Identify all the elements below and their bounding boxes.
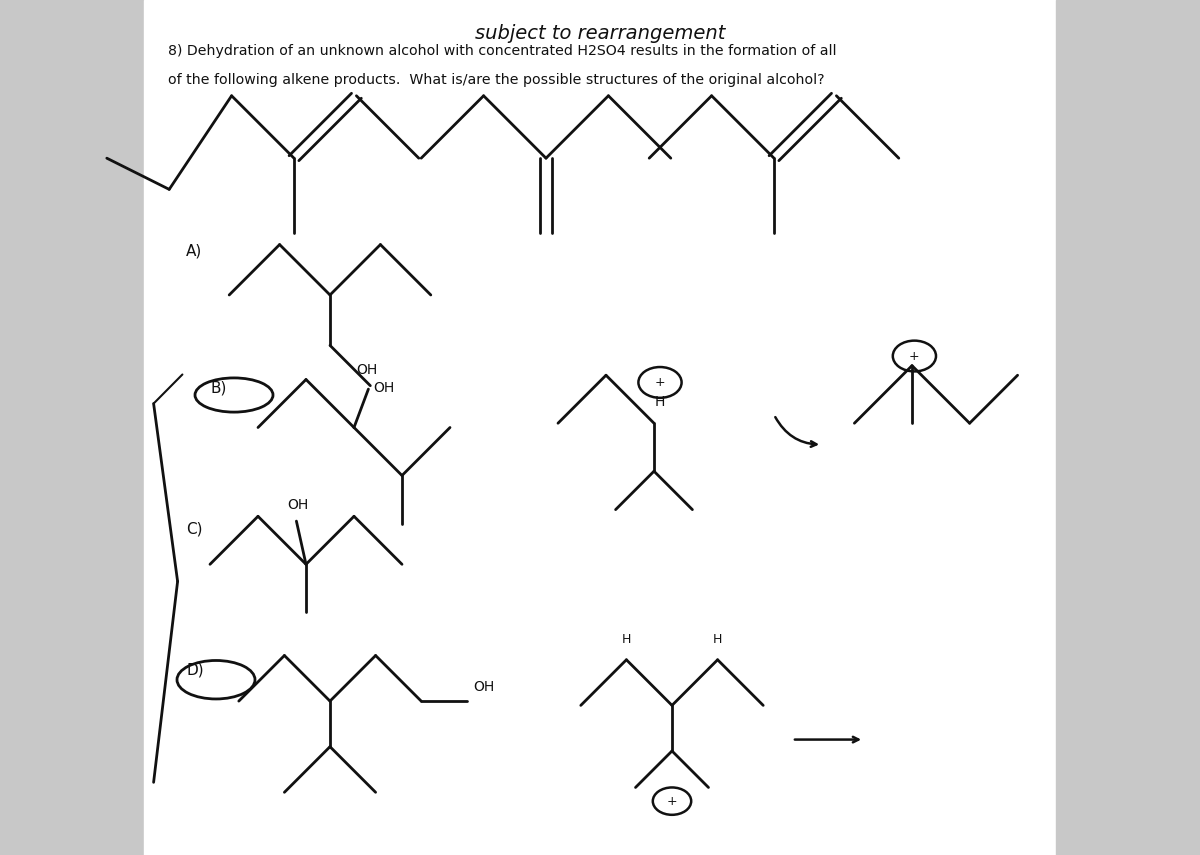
Text: +: +	[655, 376, 665, 389]
Text: OH: OH	[356, 363, 378, 377]
Text: OH: OH	[373, 380, 394, 395]
Text: A): A)	[186, 244, 203, 259]
Text: C): C)	[186, 522, 203, 537]
Bar	[1056, 0, 1200, 855]
Text: +: +	[910, 350, 919, 363]
Text: OH: OH	[473, 681, 494, 694]
Text: B): B)	[210, 380, 227, 396]
Text: OH: OH	[287, 498, 308, 511]
Text: +: +	[667, 794, 677, 808]
Text: H: H	[622, 633, 631, 646]
Text: 8) Dehydration of an unknown alcohol with concentrated H2SO4 results in the form: 8) Dehydration of an unknown alcohol wit…	[168, 44, 836, 58]
Text: of the following alkene products.  What is/are the possible structures of the or: of the following alkene products. What i…	[168, 73, 824, 86]
Text: H: H	[713, 633, 722, 646]
Text: subject to rearrangement: subject to rearrangement	[475, 24, 725, 43]
Text: D): D)	[186, 663, 204, 678]
Bar	[144, 0, 1056, 855]
Text: H: H	[655, 395, 665, 409]
